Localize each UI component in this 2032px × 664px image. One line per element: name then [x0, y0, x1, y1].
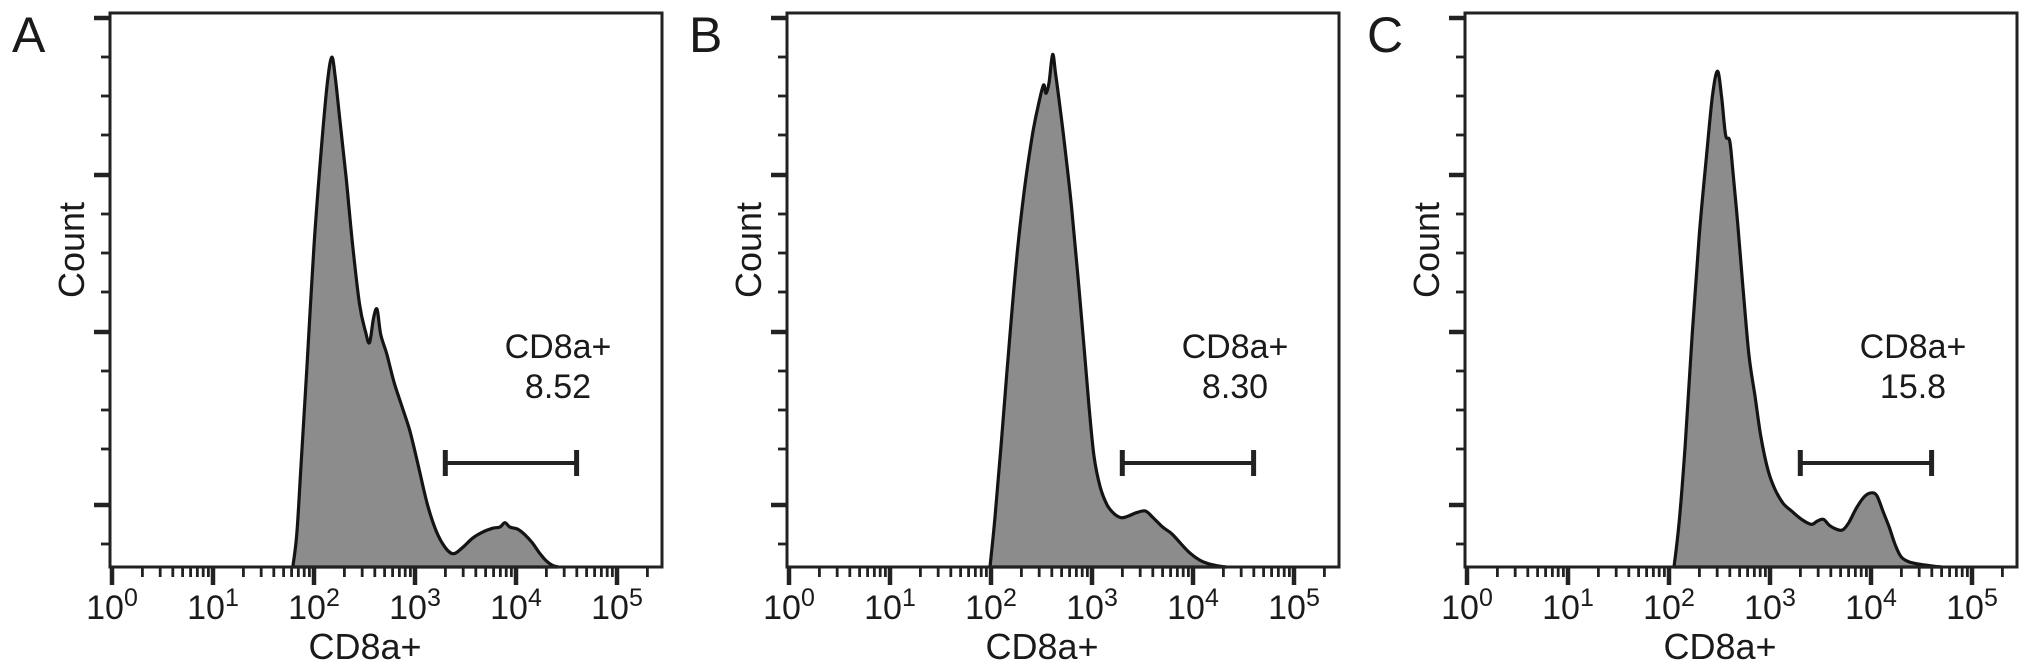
histogram-curve: [1672, 69, 1944, 569]
gate-label: CD8a+: [1860, 328, 1967, 366]
x-tick-label: 101: [1542, 584, 1594, 627]
panel-letter: C: [1367, 7, 1403, 63]
y-axis-ticks: [94, 15, 110, 546]
plot-area: 100 101 102 103 104 105: [86, 11, 664, 627]
plot-border: [108, 11, 664, 569]
x-tick-label: 100: [763, 584, 815, 627]
gate-percentage: 8.30: [1202, 368, 1268, 406]
x-tick-label: 101: [187, 584, 239, 627]
panel-letter: B: [689, 7, 722, 63]
x-tick-label: 103: [1744, 584, 1796, 627]
panel-c-figure: 100 101 102 103 104 105 C Count CD8a+ CD8a+ 1…: [1367, 7, 2019, 664]
panel-letter: A: [12, 7, 46, 63]
y-axis-ticks: [771, 15, 787, 546]
gate-bracket: [1119, 450, 1257, 476]
x-tick-label: 102: [965, 584, 1017, 627]
y-axis-label: Count: [1406, 202, 1447, 298]
x-tick-label: 105: [1946, 584, 1998, 627]
y-axis-ticks: [1449, 15, 1465, 546]
x-axis-label: CD8a+: [1663, 626, 1776, 664]
x-tick-label: 101: [864, 584, 916, 627]
x-tick-label: 100: [86, 584, 138, 627]
gate-label: CD8a+: [1182, 328, 1289, 366]
panel-b-figure: 100 101 102 103 104 105 B Count CD8a+ CD8a+ 8…: [689, 7, 1341, 664]
x-tick-label: 100: [1441, 584, 1493, 627]
gate-bracket: [442, 450, 580, 476]
x-tick-label: 105: [591, 584, 643, 627]
gate-percentage: 15.8: [1880, 368, 1946, 406]
x-tick-label: 102: [288, 584, 340, 627]
x-tick-label: 105: [1268, 584, 1320, 627]
x-tick-label: 103: [1066, 584, 1118, 627]
x-axis-ticks: 100 101 102 103 104 105: [86, 567, 649, 627]
x-tick-label: 103: [389, 584, 441, 627]
x-axis-ticks: 100 101 102 103 104 105: [1441, 567, 2004, 627]
x-tick-label: 104: [1167, 584, 1219, 627]
gate-label: CD8a+: [505, 328, 612, 366]
plot-area: 100 101 102 103 104 105: [1441, 11, 2019, 627]
gate-percentage: 8.52: [525, 368, 591, 406]
panel-a-figure: 100 101 102 103 104 105 A Count CD8a+ CD8a+ 8…: [12, 7, 664, 664]
histogram-curve: [291, 55, 560, 569]
histogram-curve: [988, 52, 1228, 569]
plot-border: [1463, 11, 2019, 569]
x-axis-label: CD8a+: [308, 626, 421, 664]
plot-border: [785, 11, 1341, 569]
y-axis-label: Count: [51, 202, 92, 298]
x-tick-label: 102: [1643, 584, 1695, 627]
gate-bracket: [1797, 450, 1935, 476]
plot-area: 100 101 102 103 104 105: [763, 11, 1341, 627]
x-axis-label: CD8a+: [985, 626, 1098, 664]
x-tick-label: 104: [1845, 584, 1897, 627]
y-axis-label: Count: [728, 202, 769, 298]
x-axis-ticks: 100 101 102 103 104 105: [763, 567, 1326, 627]
x-tick-label: 104: [490, 584, 542, 627]
